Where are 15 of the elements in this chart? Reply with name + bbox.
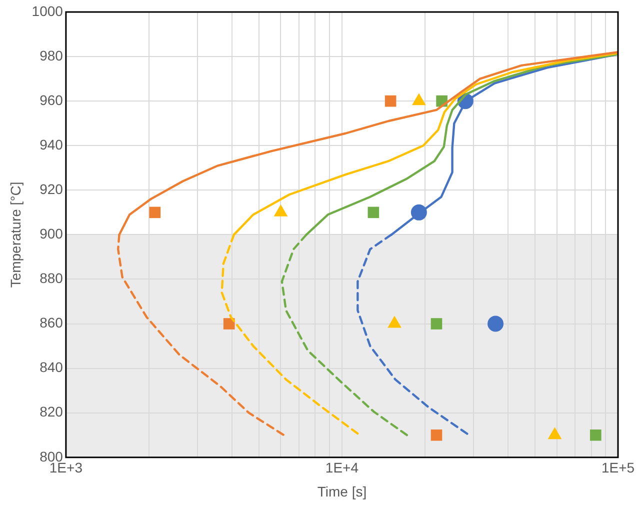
y-tick-label: 1000 <box>32 2 64 19</box>
y-tick-label: 900 <box>40 226 64 242</box>
y-tick-label: 860 <box>40 314 64 331</box>
y-tick-label: 920 <box>40 181 64 198</box>
x-axis-title: Time [s] <box>317 483 367 500</box>
x-tick-label: 1E+4 <box>325 460 359 476</box>
x-tick-label: 1E+5 <box>601 460 635 476</box>
y-tick-label: 960 <box>40 92 64 108</box>
y-tick-label: 820 <box>40 404 64 420</box>
y-tick-label: 800 <box>40 448 64 464</box>
y-tick-label: 940 <box>40 136 64 152</box>
y-tick-label: 880 <box>40 270 64 286</box>
y-tick-label: 840 <box>40 359 64 376</box>
y-tick-label: 980 <box>40 47 64 64</box>
y-axis-title: Temperature [°C] <box>7 182 24 288</box>
